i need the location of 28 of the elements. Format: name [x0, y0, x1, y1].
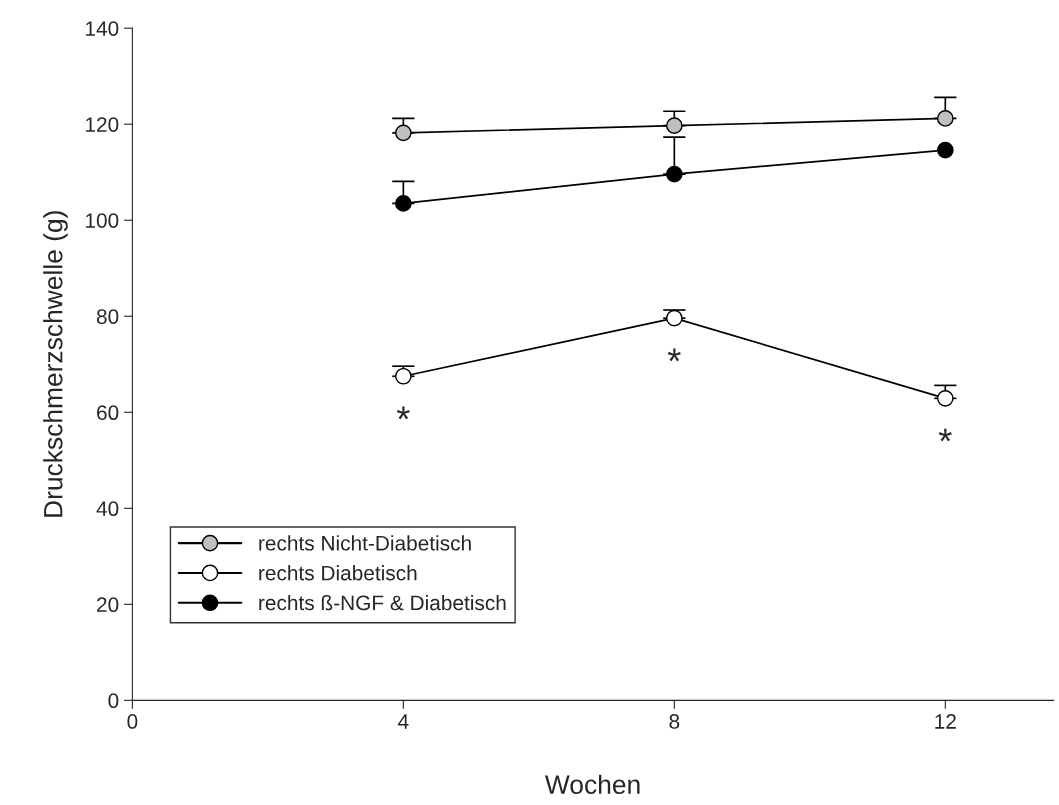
y-tick-label: 60 [97, 405, 119, 421]
y-tick-label: 0 [108, 693, 119, 709]
point [395, 195, 412, 212]
y-tick-label: 100 [86, 213, 119, 228]
point [936, 390, 954, 407]
y-axis-title: Druckschmerzschwelle (g) [43, 211, 68, 517]
y-tick-label: 40 [96, 501, 119, 517]
annotation: * [396, 406, 410, 420]
x-tick-label: 4 [398, 714, 409, 729]
annotation: * [667, 348, 681, 362]
x-tick-label: 12 [935, 714, 956, 729]
x-tick-label: 0 [127, 714, 138, 729]
y-tick-label: 80 [96, 309, 119, 324]
x-axis-title: Wochen [544, 774, 640, 795]
point [936, 110, 954, 127]
point [665, 309, 683, 327]
point [395, 124, 412, 142]
legend-label: rechts Nicht-Diabetisch [259, 535, 471, 551]
point [936, 141, 954, 159]
y-tick-label: 140 [86, 21, 119, 36]
point [665, 165, 683, 183]
x-tick-label: 8 [669, 714, 680, 729]
annotation: * [938, 428, 952, 442]
legend-label: rechts Diabetisch [259, 565, 417, 581]
y-tick-label: 120 [86, 117, 119, 132]
point [665, 117, 683, 134]
legend-label: rechts ß-NGF & Diabetisch [259, 594, 506, 611]
y-tick-label: 20 [97, 597, 119, 613]
